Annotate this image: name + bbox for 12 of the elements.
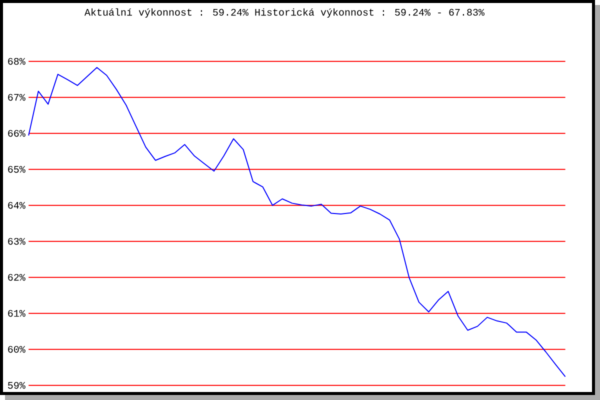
y-tick-label: 68% bbox=[8, 58, 26, 65]
y-tick-label: 65% bbox=[8, 166, 26, 173]
y-tick-label: 62% bbox=[8, 274, 26, 281]
y-tick-label: 59% bbox=[8, 382, 26, 389]
y-tick-label: 66% bbox=[8, 130, 26, 137]
chart-title: Aktuální výkonnost : 59.24% Historická výkonnost : 59.24% - 67.83% bbox=[84, 8, 484, 18]
y-tick-label: 63% bbox=[8, 238, 26, 245]
y-tick-label: 60% bbox=[8, 346, 26, 353]
y-tick-label: 61% bbox=[8, 310, 26, 317]
line-series bbox=[28, 66, 566, 378]
y-tick-label: 64% bbox=[8, 202, 26, 209]
y-tick-label: 67% bbox=[8, 94, 26, 101]
